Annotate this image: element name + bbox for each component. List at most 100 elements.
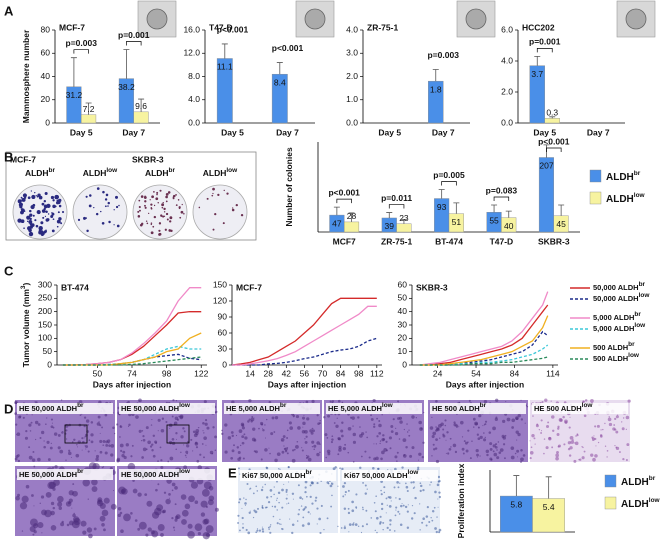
texture: [431, 455, 433, 457]
p-value: p=0.083: [486, 185, 518, 195]
colony: [41, 209, 46, 213]
texture: [529, 457, 532, 460]
texture: [397, 510, 400, 513]
texture: [484, 423, 487, 426]
texture: [351, 416, 355, 420]
x-tick-label: 28: [263, 368, 273, 378]
colony: [150, 203, 153, 206]
texture: [288, 421, 292, 425]
texture: [347, 451, 350, 454]
texture: [221, 429, 223, 432]
texture: [297, 484, 300, 487]
value-label: 3.7: [531, 69, 543, 79]
texture: [65, 459, 67, 461]
colony: [30, 205, 35, 210]
texture: [254, 450, 258, 454]
texture: [132, 488, 138, 494]
panel-label: B: [4, 149, 13, 164]
texture: [403, 454, 406, 456]
colony: [164, 228, 167, 231]
texture: [393, 530, 396, 532]
texture: [622, 417, 625, 419]
texture: [171, 517, 174, 520]
texture: [276, 509, 278, 511]
texture: [364, 492, 368, 495]
texture: [552, 429, 555, 432]
texture: [306, 495, 308, 498]
texture: [375, 495, 377, 497]
texture: [557, 425, 560, 428]
texture: [66, 523, 70, 527]
texture: [336, 417, 338, 419]
texture: [248, 418, 251, 421]
colony: [44, 215, 47, 218]
texture: [272, 515, 275, 518]
error-bar: [545, 476, 552, 499]
colony: [159, 189, 162, 192]
y-tick-label: 90: [218, 311, 228, 321]
colony: [150, 222, 153, 224]
texture: [99, 450, 103, 454]
legend-label: 50,000 ALDHbr: [593, 281, 646, 292]
texture: [520, 457, 524, 462]
texture: [551, 446, 554, 449]
y-tick-label: 4.0: [346, 24, 358, 34]
texture: [614, 428, 617, 431]
texture: [233, 444, 235, 447]
texture: [185, 456, 187, 458]
texture: [108, 444, 111, 447]
colony: [206, 197, 209, 200]
p-value: p=0.003: [66, 38, 98, 48]
texture: [496, 449, 498, 451]
texture: [40, 430, 45, 435]
texture: [150, 530, 155, 535]
texture: [479, 435, 483, 440]
texture: [261, 526, 263, 528]
chart-title: SKBR-3: [416, 282, 448, 292]
texture: [289, 518, 291, 520]
texture: [90, 433, 94, 437]
texture: [550, 400, 552, 402]
petri-dish: [192, 184, 248, 240]
texture: [479, 455, 481, 457]
colony: [34, 191, 36, 194]
colony: [169, 220, 172, 223]
texture: [389, 529, 391, 531]
texture: [167, 460, 170, 463]
texture: [362, 481, 365, 484]
texture: [570, 440, 575, 444]
colony: [108, 220, 111, 224]
texture: [418, 452, 422, 456]
texture: [385, 512, 387, 514]
colony: [51, 229, 55, 233]
superscript: br: [634, 311, 641, 318]
texture: [101, 522, 105, 527]
texture: [227, 436, 232, 440]
label-bg: [430, 403, 526, 414]
texture: [264, 506, 267, 509]
texture: [327, 452, 331, 456]
texture: [260, 488, 264, 492]
texture: [304, 490, 307, 494]
colony: [107, 205, 109, 207]
texture: [399, 482, 401, 484]
text-part: HE 50,000 ALDH: [19, 470, 77, 479]
superscript: br: [280, 402, 287, 409]
texture: [613, 424, 616, 426]
texture: [57, 434, 61, 437]
texture: [17, 454, 20, 457]
x-tick-label: 114: [546, 368, 560, 378]
colony: [115, 195, 118, 199]
texture: [352, 460, 355, 463]
x-tick-label: 24: [433, 368, 443, 378]
texture: [97, 415, 101, 419]
texture: [362, 508, 364, 511]
texture: [160, 466, 164, 470]
texture: [405, 446, 408, 449]
texture: [230, 431, 234, 434]
error-bar: [432, 69, 439, 82]
texture: [318, 517, 321, 521]
colony: [86, 229, 89, 233]
texture: [495, 443, 498, 446]
